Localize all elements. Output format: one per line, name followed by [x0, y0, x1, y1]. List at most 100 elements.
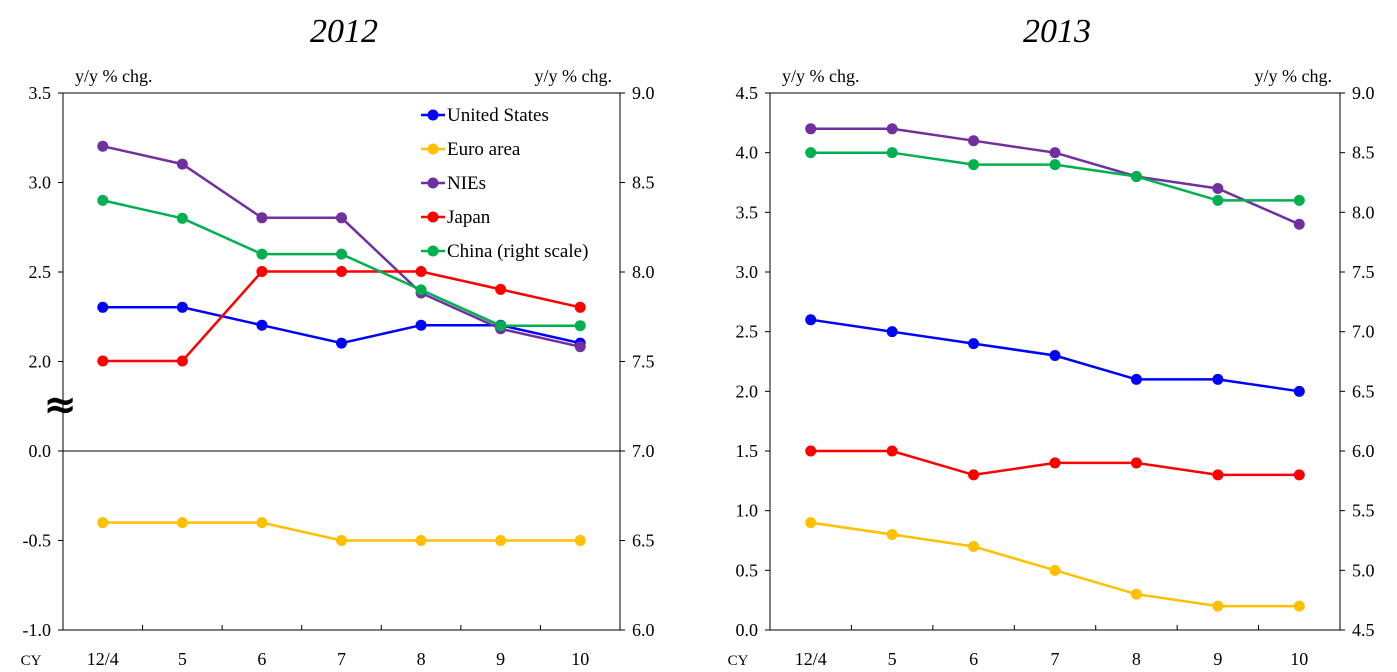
left-tick-label: 1.5 [736, 441, 759, 461]
data-point [1049, 159, 1061, 171]
legend-swatch-marker [427, 245, 439, 257]
legend-entry: NIEs [447, 173, 486, 194]
data-point [1293, 385, 1305, 397]
left-tick-label: 3.5 [29, 83, 52, 103]
right-tick-label: 6.5 [1352, 381, 1375, 401]
data-point [968, 338, 980, 350]
x-tick-label: 10 [1290, 649, 1308, 669]
data-point [256, 319, 268, 331]
data-point [1293, 218, 1305, 230]
data-point [968, 159, 980, 171]
right-tick-label: 5.5 [1352, 501, 1375, 521]
right-tick-label: 6.5 [632, 531, 655, 551]
data-point [97, 355, 109, 367]
data-point [886, 123, 898, 135]
data-point [97, 517, 109, 529]
right-tick-label: 7.0 [632, 441, 655, 461]
data-point [256, 517, 268, 529]
right-unit-label: y/y % chg. [535, 66, 612, 86]
data-point [968, 135, 980, 147]
chart-2: 2013 y/y % chg. y/y % chg. 4.5 4.0 3.5 3.0 2.5 2… [728, 13, 1375, 669]
left-unit-label: y/y % chg. [75, 66, 152, 86]
data-point [415, 266, 427, 277]
data-point [1212, 182, 1224, 194]
data-point [256, 212, 268, 224]
left-tick-label: 4.5 [736, 83, 759, 103]
right-tick-label: 4.5 [1352, 620, 1375, 640]
right-tick-label: 9.0 [1352, 83, 1375, 103]
right-tick-label: 8.5 [632, 173, 655, 193]
data-point [97, 301, 109, 313]
legend-entry: Japan [447, 207, 491, 228]
data-point [1049, 564, 1061, 576]
x-tick-label: 8 [417, 649, 426, 669]
data-point [886, 445, 898, 457]
right-tick-label: 5.0 [1352, 560, 1375, 580]
data-point [574, 301, 586, 313]
data-point [336, 248, 347, 260]
left-tick-label: 3.5 [736, 202, 759, 222]
left-tick-label: 0.0 [736, 620, 759, 640]
x-tick-label: 7 [1051, 649, 1060, 669]
right-tick-label: 8.5 [1352, 143, 1375, 163]
data-point [805, 123, 817, 135]
legend-swatch-marker [427, 211, 439, 223]
data-point [256, 266, 268, 277]
left-tick-label: 4.0 [736, 143, 759, 163]
x-prefix-label: CY [728, 653, 749, 669]
series-line [810, 521, 1300, 608]
x-tick-label: 10 [571, 649, 589, 669]
left-tick-label: 2.5 [736, 322, 759, 342]
legend-swatch-marker [427, 109, 439, 121]
left-unit-label: y/y % chg. [782, 66, 859, 86]
x-tick-label: 9 [1213, 649, 1222, 669]
data-point [1130, 588, 1142, 600]
x-tick-label: 12/4 [87, 649, 119, 669]
data-point [805, 147, 817, 159]
left-tick-label: 1.0 [736, 501, 759, 521]
legend-entry: United States [447, 105, 549, 126]
right-tick-label: 6.0 [1352, 441, 1375, 461]
right-tick-label: 6.0 [632, 620, 655, 640]
data-point [1049, 457, 1061, 469]
data-point [574, 341, 586, 353]
left-tick-label: -0.5 [23, 531, 52, 551]
right-tick-label: 7.5 [632, 352, 655, 372]
legend-swatch-marker [427, 177, 439, 189]
data-point [176, 355, 188, 367]
data-point [805, 517, 817, 529]
legend: United States Euro area NIEs Japan China (ri… [421, 105, 588, 262]
data-point [1293, 469, 1305, 481]
legend-swatch-marker [427, 143, 439, 155]
data-point [495, 283, 507, 295]
data-point [805, 314, 817, 326]
data-point [256, 248, 268, 260]
right-tick-label: 7.0 [1352, 322, 1375, 342]
data-point [415, 535, 427, 546]
left-tick-label: 2.0 [29, 352, 52, 372]
data-point [1293, 194, 1305, 206]
data-point [1212, 194, 1224, 206]
data-point [1049, 350, 1061, 362]
left-tick-label: 2.5 [29, 262, 52, 282]
chart-1: 2012 y/y % chg. y/y % chg. 3.5 3.0 2.5 2.0 0.0 -… [21, 13, 655, 669]
plot-area [769, 92, 1341, 631]
left-tick-label: 3.0 [29, 173, 52, 193]
data-point [1212, 600, 1224, 612]
data-point [176, 158, 188, 170]
data-point [336, 266, 347, 277]
left-tick-label: 0.0 [29, 441, 52, 461]
data-point [1130, 373, 1142, 385]
data-point [415, 284, 427, 296]
chart-title: 2013 [1023, 13, 1091, 50]
data-point [574, 320, 586, 332]
left-tick-label: -1.0 [23, 620, 52, 640]
data-point [495, 320, 507, 332]
right-unit-label: y/y % chg. [1255, 66, 1332, 86]
legend-entry: Euro area [447, 139, 521, 160]
x-tick-label: 6 [969, 649, 978, 669]
data-point [176, 517, 188, 529]
data-point [176, 301, 188, 313]
data-point [805, 445, 817, 457]
